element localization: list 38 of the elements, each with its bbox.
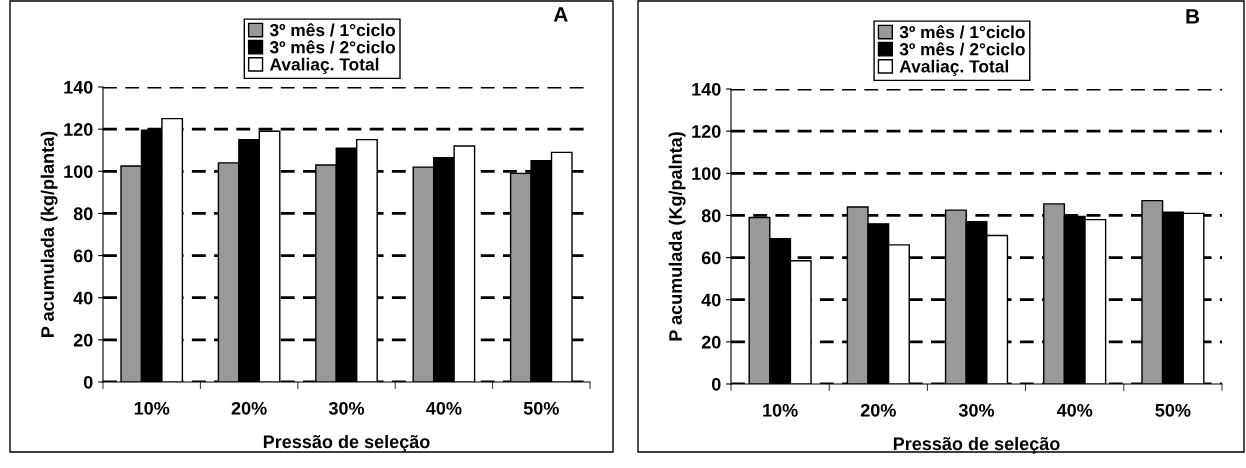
legend-label: Avaliaç. Total bbox=[269, 57, 379, 74]
y-tick-label: 140 bbox=[692, 82, 721, 96]
y-tick-label: 80 bbox=[701, 209, 721, 223]
x-tick-label: 50% bbox=[523, 401, 559, 415]
x-axis-title: Pressão de seleção bbox=[263, 434, 430, 452]
x-tick-label: 10% bbox=[763, 403, 798, 417]
y-tick-label: 20 bbox=[701, 335, 721, 349]
legend-label: 3º mês / 1°ciclo bbox=[899, 25, 1025, 39]
y-tick-label: 40 bbox=[73, 291, 93, 305]
legend-label: 3º mês / 2°ciclo bbox=[269, 40, 395, 54]
y-tick-label: 100 bbox=[64, 165, 93, 179]
text: A bbox=[553, 7, 568, 22]
legend-label: 3º mês / 1°ciclo bbox=[269, 23, 395, 37]
x-tick-label: 40% bbox=[1056, 403, 1093, 417]
x-tick-label: 10% bbox=[134, 401, 170, 415]
x-tick-label: 40% bbox=[426, 401, 462, 415]
y-tick-label: 0 bbox=[83, 375, 93, 389]
x-tick-label: 30% bbox=[958, 403, 995, 417]
text: B bbox=[1186, 9, 1200, 24]
y-tick-label: 100 bbox=[692, 167, 721, 181]
y-tick-label: 120 bbox=[64, 123, 93, 136]
x-tick-label: 20% bbox=[860, 403, 896, 417]
y-tick-label: 80 bbox=[73, 207, 93, 221]
y-tick-label: 60 bbox=[701, 251, 721, 265]
legend-label: 3º mês / 2°ciclo bbox=[899, 42, 1025, 56]
x-tick-label: 30% bbox=[328, 401, 365, 415]
x-axis-title: Pressão de seleção bbox=[893, 436, 1060, 454]
x-tick-label: 50% bbox=[1155, 403, 1191, 417]
legend-label: Avaliaç. Total bbox=[899, 59, 1009, 76]
y-tick-label: 60 bbox=[73, 249, 93, 263]
y-tick-label: 40 bbox=[701, 293, 721, 307]
y-tick-label: 0 bbox=[711, 377, 721, 391]
y-axis-title: P acumulada (kg/planta) bbox=[40, 131, 58, 337]
y-tick-label: 140 bbox=[64, 80, 93, 94]
x-tick-label: 20% bbox=[231, 401, 267, 415]
y-tick-label: 20 bbox=[73, 333, 93, 347]
y-tick-label: 120 bbox=[692, 125, 721, 138]
y-axis-title: P acumulada (Kg/palnta) bbox=[668, 132, 686, 341]
